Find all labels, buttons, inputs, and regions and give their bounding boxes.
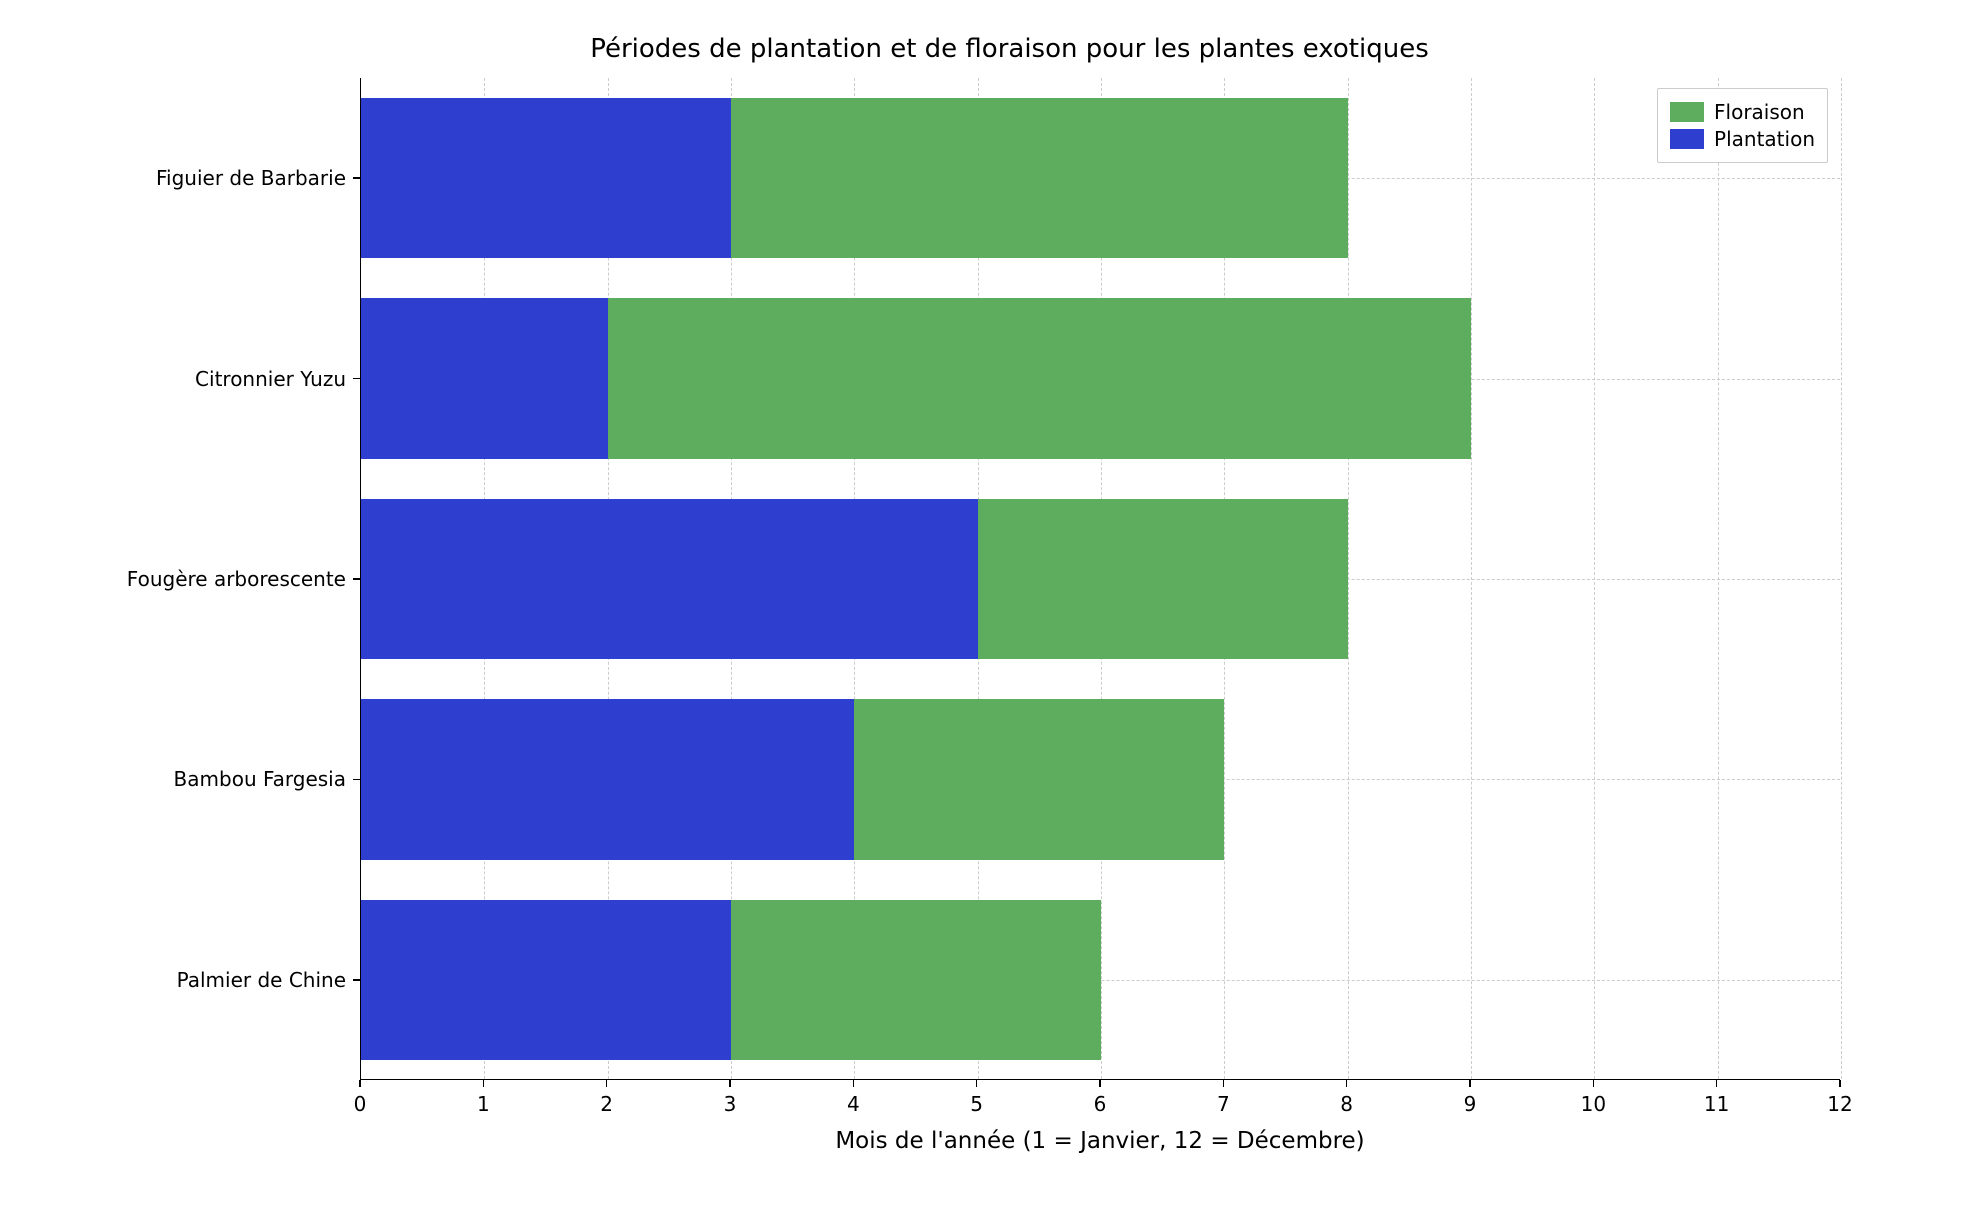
y-tick-label: Fougère arborescente <box>127 567 346 591</box>
bar-plantation <box>361 699 854 859</box>
x-tick-label: 9 <box>1464 1092 1477 1116</box>
y-tick <box>353 378 360 380</box>
x-tick <box>483 1080 485 1087</box>
chart-container: Périodes de plantation et de floraison p… <box>20 20 1979 1200</box>
x-tick <box>1346 1080 1348 1087</box>
y-tick <box>353 177 360 179</box>
x-tick <box>1469 1080 1471 1087</box>
x-tick <box>606 1080 608 1087</box>
x-tick <box>1593 1080 1595 1087</box>
bar-floraison <box>854 699 1224 859</box>
x-tick-label: 8 <box>1340 1092 1353 1116</box>
legend-label: Plantation <box>1714 127 1815 151</box>
chart-title: Périodes de plantation et de floraison p… <box>20 34 1979 64</box>
x-tick-label: 4 <box>847 1092 860 1116</box>
bar-plantation <box>361 900 731 1060</box>
x-tick <box>853 1080 855 1087</box>
y-tick <box>353 779 360 781</box>
x-tick-label: 6 <box>1094 1092 1107 1116</box>
bar-floraison <box>731 98 1348 258</box>
x-tick <box>1223 1080 1225 1087</box>
x-tick-label: 0 <box>354 1092 367 1116</box>
y-tick-label: Bambou Fargesia <box>174 767 346 791</box>
bar-plantation <box>361 98 731 258</box>
legend-swatch <box>1670 129 1704 149</box>
x-tick <box>1716 1080 1718 1087</box>
bar-plantation <box>361 499 978 659</box>
y-tick <box>353 979 360 981</box>
y-tick <box>353 578 360 580</box>
x-tick <box>729 1080 731 1087</box>
bar-plantation <box>361 298 608 458</box>
plot-area <box>360 78 1840 1080</box>
y-tick-label: Figuier de Barbarie <box>156 166 346 190</box>
x-tick-label: 5 <box>970 1092 983 1116</box>
x-tick <box>359 1080 361 1087</box>
x-axis-label: Mois de l'année (1 = Janvier, 12 = Décem… <box>360 1128 1840 1154</box>
y-tick-label: Palmier de Chine <box>177 968 346 992</box>
x-tick-label: 7 <box>1217 1092 1230 1116</box>
x-tick <box>976 1080 978 1087</box>
legend-label: Floraison <box>1714 100 1805 124</box>
x-tick <box>1839 1080 1841 1087</box>
legend-swatch <box>1670 102 1704 122</box>
x-tick-label: 12 <box>1827 1092 1852 1116</box>
bar-floraison <box>608 298 1471 458</box>
x-tick-label: 2 <box>600 1092 613 1116</box>
x-tick-label: 1 <box>477 1092 490 1116</box>
legend: Floraison Plantation <box>1657 88 1828 163</box>
x-tick-label: 10 <box>1581 1092 1606 1116</box>
bar-floraison <box>731 900 1101 1060</box>
y-tick-label: Citronnier Yuzu <box>195 367 346 391</box>
legend-item: Plantation <box>1670 127 1815 151</box>
x-tick <box>1099 1080 1101 1087</box>
legend-item: Floraison <box>1670 100 1815 124</box>
x-tick-label: 11 <box>1704 1092 1729 1116</box>
gridline-vertical <box>1841 78 1842 1079</box>
bar-floraison <box>978 499 1348 659</box>
x-tick-label: 3 <box>724 1092 737 1116</box>
